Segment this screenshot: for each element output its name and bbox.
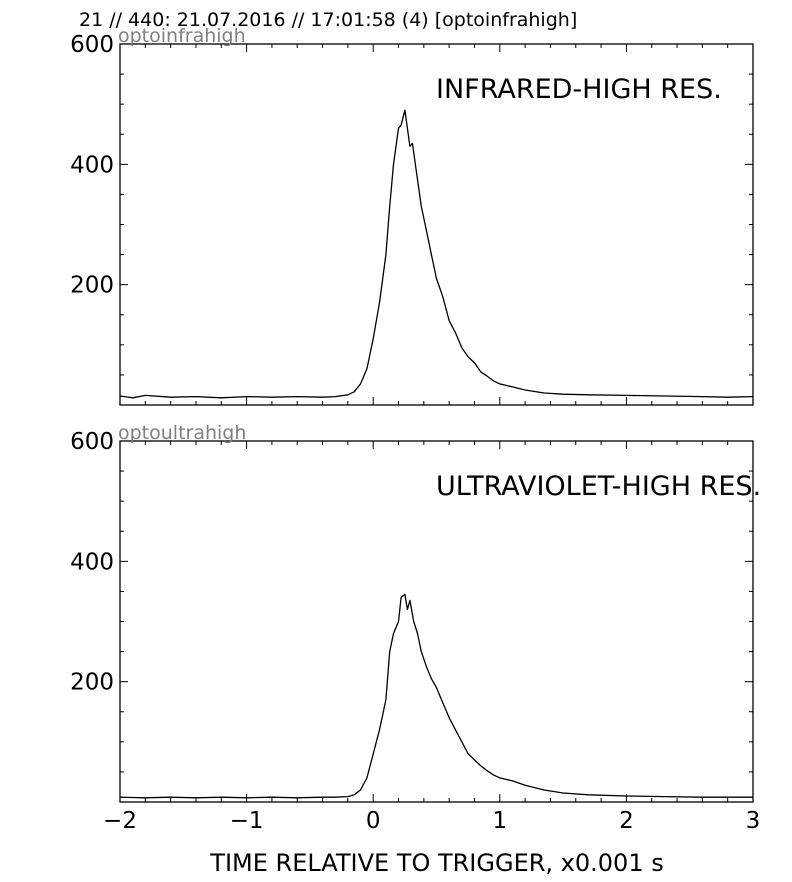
- y-tick-label: 600: [70, 32, 114, 58]
- panel-id-label: optoultrahigh: [118, 422, 246, 444]
- y-tick-label: 600: [70, 429, 114, 455]
- panel-title: ULTRAVIOLET-HIGH RES.: [436, 471, 761, 502]
- signal-line: [119, 593, 753, 799]
- x-tick-label: 0: [366, 808, 381, 834]
- panel-id-label: optoinfrahigh: [118, 25, 246, 47]
- x-axis-label: TIME RELATIVE TO TRIGGER, x0.001 s: [209, 849, 663, 877]
- panel-1: 200 400 600 optoinfrahigh INFRARED-HIGH RES.: [70, 25, 754, 406]
- x-tick-label: −2: [103, 808, 137, 834]
- x-tick-label: 3: [746, 808, 761, 834]
- panel-2: 200 400 600 −2 −1 0 1 2 3 optoultrahigh ULTRAVIOLE…: [70, 422, 761, 834]
- y-tick-label: 200: [70, 273, 114, 299]
- signal-line: [119, 109, 754, 399]
- chart-header: 21 // 440: 21.07.2016 // 17:01:58 (4) [o…: [79, 9, 577, 31]
- x-tick-label: 1: [492, 808, 507, 834]
- y-tick-label: 400: [70, 549, 114, 575]
- y-tick-label: 400: [70, 152, 114, 178]
- y-tick-label: 200: [70, 670, 114, 696]
- x-tick-label: 2: [619, 808, 634, 834]
- x-tick-label: −1: [230, 808, 264, 834]
- panel-title: INFRARED-HIGH RES.: [436, 74, 722, 105]
